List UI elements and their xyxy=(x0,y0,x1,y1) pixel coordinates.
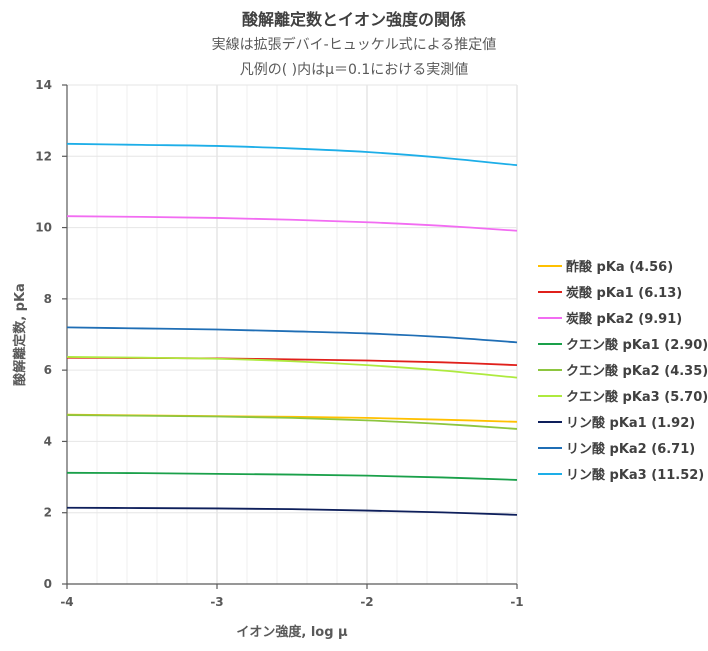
legend-label-6: リン酸 pKa1 (1.92) xyxy=(566,415,695,431)
legend-label-0: 酢酸 pKa (4.56) xyxy=(566,259,673,275)
legend-label-2: 炭酸 pKa2 (9.91) xyxy=(566,311,682,327)
legend: 酢酸 pKa (4.56) 炭酸 pKa1 (6.13) 炭酸 pKa2 (9.91… xyxy=(538,259,708,483)
series-line-6 xyxy=(66,506,518,516)
y-tick-label: 2 xyxy=(44,506,52,520)
legend-label-3: クエン酸 pKa1 (2.90) xyxy=(566,337,708,353)
legend-label-5: クエン酸 pKa3 (5.70) xyxy=(566,389,708,405)
series-line-3 xyxy=(66,471,518,481)
series-line-7 xyxy=(66,326,518,344)
x-tick-label: -1 xyxy=(510,595,523,609)
legend-label-4: クエン酸 pKa2 (4.35) xyxy=(566,363,708,379)
series-line-2 xyxy=(66,215,518,232)
axes: -4 -3 -2 -1 0 2 4 6 8 10 12 14 xyxy=(35,78,523,609)
x-tick-label: -3 xyxy=(210,595,223,609)
x-axis-label: イオン強度, log μ xyxy=(236,624,348,640)
x-tick-label: -2 xyxy=(360,595,373,609)
legend-label-7: リン酸 pKa2 (6.71) xyxy=(566,441,695,457)
x-tick-label: -4 xyxy=(60,595,73,609)
chart-subtitle-2: 凡例の( )内はμ＝0.1における実測値 xyxy=(239,62,469,78)
chart-subtitle-1: 実線は拡張デバイ-ヒュッケル式による推定値 xyxy=(211,37,497,53)
y-tick-label: 4 xyxy=(44,434,52,448)
y-tick-label: 14 xyxy=(35,78,52,92)
legend-label-8: リン酸 pKa3 (11.52) xyxy=(566,467,704,483)
y-axis-label: 酸解離定数, pKa xyxy=(12,283,28,386)
series-line-5 xyxy=(66,356,518,379)
legend-label-1: 炭酸 pKa1 (6.13) xyxy=(566,285,682,301)
y-tick-label: 6 xyxy=(44,363,52,377)
series-lines xyxy=(66,142,518,516)
y-tick-label: 8 xyxy=(44,292,52,306)
y-tick-label: 0 xyxy=(44,577,52,591)
y-tick-label: 10 xyxy=(35,221,52,235)
y-tick-label: 12 xyxy=(35,149,52,163)
series-line-8 xyxy=(66,142,518,167)
chart-title: 酸解離定数とイオン強度の関係 xyxy=(241,10,466,29)
series-line-4 xyxy=(66,414,518,430)
